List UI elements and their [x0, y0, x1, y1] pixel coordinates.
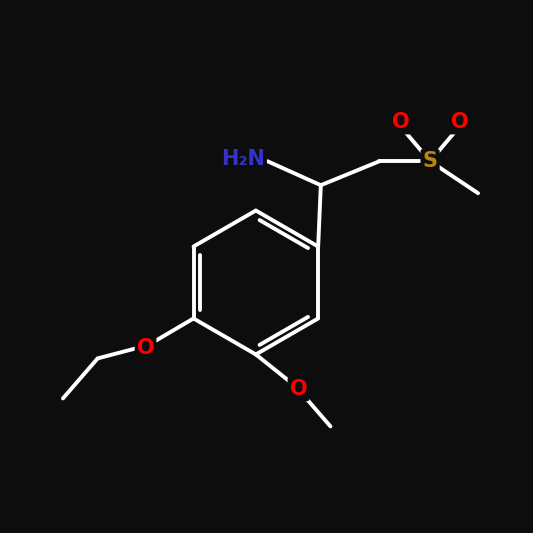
Text: O: O: [450, 112, 468, 132]
Text: O: O: [289, 379, 308, 399]
Text: S: S: [423, 151, 438, 171]
Text: O: O: [137, 338, 155, 358]
Text: O: O: [392, 112, 409, 132]
Text: H₂N: H₂N: [221, 149, 265, 168]
